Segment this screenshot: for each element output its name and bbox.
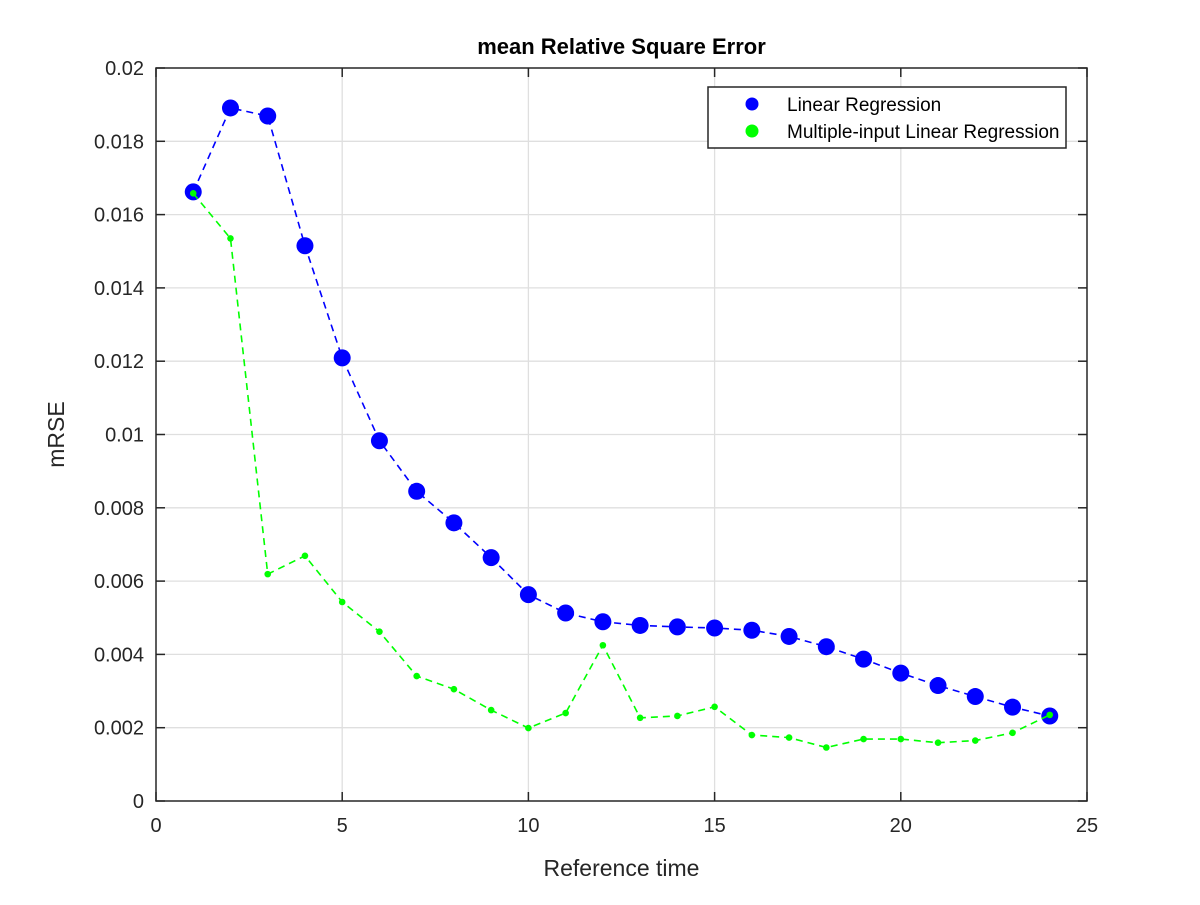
data-point (706, 619, 724, 637)
data-point (338, 598, 346, 606)
y-tick-label: 0.016 (94, 205, 144, 227)
data-point (636, 714, 644, 722)
x-tick-label: 5 (337, 815, 348, 837)
y-tick-label: 0.01 (105, 425, 144, 447)
data-point (780, 627, 798, 645)
legend-item: Linear Regression (745, 95, 941, 116)
x-tick-label: 0 (150, 815, 161, 837)
data-point (966, 688, 984, 706)
data-point (599, 641, 607, 649)
x-tick-label: 25 (1076, 815, 1098, 837)
data-point (562, 709, 569, 717)
data-point (860, 735, 867, 743)
data-point (376, 628, 383, 635)
y-tick-label: 0.006 (94, 571, 144, 593)
y-tick-label: 0.02 (105, 58, 144, 80)
data-point (929, 677, 947, 695)
data-point (897, 735, 905, 743)
x-tick-label: 10 (517, 815, 539, 837)
y-tick-label: 0.002 (94, 718, 144, 740)
data-point (450, 685, 458, 693)
data-point (711, 703, 718, 711)
data-point (189, 190, 197, 197)
legend-label: Linear Regression (787, 95, 941, 116)
legend-box (707, 86, 1067, 149)
data-point (668, 618, 686, 636)
y-axis-label: mRSE (43, 401, 69, 467)
data-point (408, 482, 426, 500)
data-point (482, 549, 500, 567)
data-point (487, 706, 495, 714)
data-point (594, 613, 612, 631)
data-point (934, 739, 942, 747)
series-2 (189, 190, 1054, 751)
data-point (1046, 711, 1054, 719)
data-point (743, 621, 761, 639)
y-tick-label: 0.008 (94, 498, 144, 520)
legend: Linear Regression Multiple-input Linear R… (707, 86, 1067, 149)
y-tick-label: 0.012 (94, 351, 144, 373)
data-point (370, 432, 388, 450)
data-point (259, 107, 277, 125)
tick-labels: 0 5 10 15 20 25 0 0.002 0.004 0.006 0.008 0.01 0.012… (94, 58, 1098, 837)
y-tick-label: 0 (133, 791, 144, 813)
data-point (264, 570, 272, 578)
data-point (445, 514, 463, 532)
data-point (971, 737, 979, 744)
data-point (221, 99, 239, 117)
grid (156, 68, 1087, 801)
data-point (892, 664, 910, 682)
data-point (817, 638, 835, 656)
data-point (674, 712, 681, 720)
data-point (748, 731, 756, 739)
series-line (192, 192, 1051, 749)
data-point (823, 744, 830, 751)
data-point (525, 724, 532, 732)
series-group (184, 99, 1059, 751)
data-point (519, 586, 537, 604)
data-point (296, 237, 314, 255)
axes (155, 67, 1088, 802)
x-tick-label: 20 (890, 815, 912, 837)
y-tick-label: 0.018 (94, 131, 144, 153)
y-tick-label: 0.004 (94, 644, 144, 666)
data-point (557, 604, 575, 622)
data-point (785, 734, 793, 741)
y-tick-label: 0.014 (94, 278, 144, 300)
data-point (1004, 698, 1022, 716)
legend-item: Multiple-input Linear Regression (745, 122, 1059, 143)
chart-title: mean Relative Square Error (477, 34, 766, 59)
series-1 (184, 99, 1059, 725)
data-point (1009, 729, 1016, 737)
data-point (631, 616, 649, 634)
data-point (301, 552, 309, 560)
x-tick-label: 15 (703, 815, 725, 837)
legend-marker (745, 97, 759, 111)
data-point (855, 650, 873, 668)
legend-marker (745, 124, 759, 138)
data-point (333, 349, 351, 367)
series-line (192, 107, 1050, 717)
data-point (413, 672, 420, 680)
x-axis-label: Reference time (544, 855, 700, 881)
legend-label: Multiple-input Linear Regression (787, 122, 1059, 143)
data-point (227, 235, 234, 242)
